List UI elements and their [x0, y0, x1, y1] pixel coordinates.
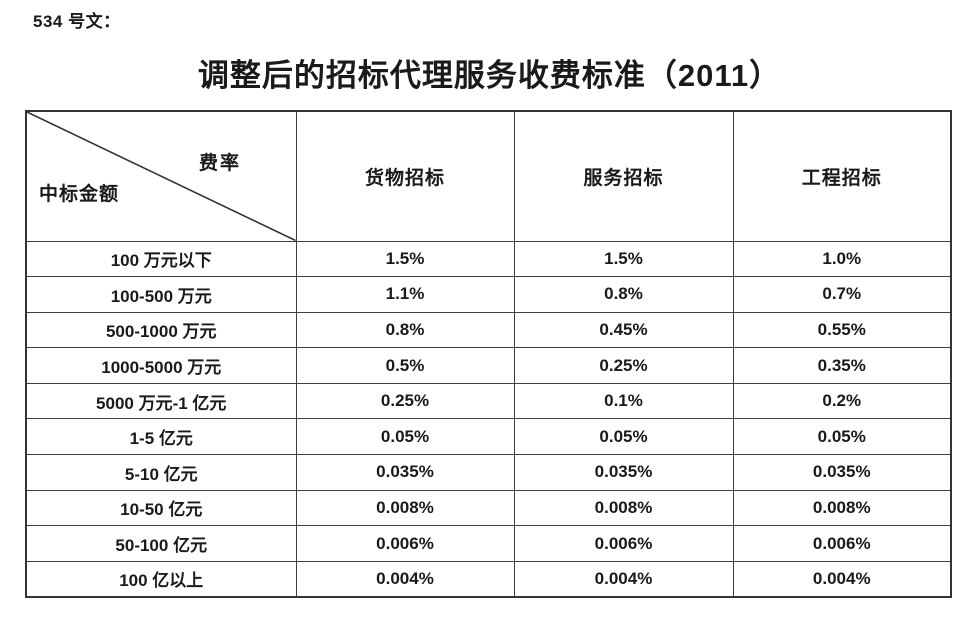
amount-cell: 10-50 亿元	[25, 489, 297, 527]
rate-cell-goods: 0.25%	[295, 382, 515, 420]
table-row: 5000 万元-1 亿元 0.25% 0.1% 0.2%	[25, 382, 952, 420]
rate-cell-engineering: 0.55%	[732, 311, 952, 349]
column-header-goods-bidding: 货物招标	[295, 110, 515, 242]
rate-cell-goods: 0.006%	[295, 525, 515, 562]
rate-cell-service: 0.1%	[513, 382, 734, 420]
rate-cell-service: 0.004%	[513, 560, 734, 598]
rate-cell-engineering: 0.006%	[732, 525, 952, 562]
rate-cell-engineering: 0.35%	[732, 347, 952, 384]
rate-cell-goods: 1.1%	[295, 276, 515, 313]
table-row: 1000-5000 万元 0.5% 0.25% 0.35%	[25, 347, 952, 384]
rate-cell-goods: 0.035%	[295, 454, 515, 491]
rate-cell-engineering: 1.0%	[732, 240, 952, 278]
rate-cell-service: 0.035%	[513, 454, 734, 491]
corner-header-cell: 费率 中标金额	[25, 110, 297, 242]
column-header-engineering-bidding: 工程招标	[732, 110, 952, 242]
rate-cell-engineering: 0.2%	[732, 382, 952, 420]
rate-cell-engineering: 0.004%	[732, 560, 952, 598]
rate-cell-service: 0.8%	[513, 276, 734, 313]
table-header-row: 费率 中标金额 货物招标 服务招标 工程招标	[25, 110, 952, 242]
rate-cell-service: 0.25%	[513, 347, 734, 384]
rate-cell-goods: 0.008%	[295, 489, 515, 527]
amount-cell: 5000 万元-1 亿元	[25, 382, 297, 420]
column-header-service-bidding: 服务招标	[513, 110, 734, 242]
amount-cell: 5-10 亿元	[25, 454, 297, 491]
rate-cell-goods: 0.5%	[295, 347, 515, 384]
doc-number-label: 534 号文：	[33, 12, 121, 31]
rate-cell-engineering: 0.05%	[732, 418, 952, 456]
rate-cell-service: 0.45%	[513, 311, 734, 349]
rate-cell-goods: 0.8%	[295, 311, 515, 349]
table-row: 100 万元以下 1.5% 1.5% 1.0%	[25, 240, 952, 278]
rate-cell-engineering: 0.7%	[732, 276, 952, 313]
amount-cell: 1000-5000 万元	[25, 347, 297, 384]
amount-cell: 1-5 亿元	[25, 418, 297, 456]
rate-cell-goods: 1.5%	[295, 240, 515, 278]
rate-cell-engineering: 0.008%	[732, 489, 952, 527]
table-row: 500-1000 万元 0.8% 0.45% 0.55%	[25, 311, 952, 349]
fee-table: 费率 中标金额 货物招标 服务招标 工程招标 100 万元以下 1.5% 1.5…	[25, 110, 952, 598]
rate-cell-service: 0.008%	[513, 489, 734, 527]
table-row: 100-500 万元 1.1% 0.8% 0.7%	[25, 276, 952, 313]
diagonal-divider-line	[27, 112, 295, 240]
table-row: 100 亿以上 0.004% 0.004% 0.004%	[25, 560, 952, 598]
amount-cell: 500-1000 万元	[25, 311, 297, 349]
table-row: 1-5 亿元 0.05% 0.05% 0.05%	[25, 418, 952, 456]
table-row: 10-50 亿元 0.008% 0.008% 0.008%	[25, 489, 952, 527]
rate-cell-service: 0.006%	[513, 525, 734, 562]
amount-cell: 50-100 亿元	[25, 525, 297, 562]
corner-label-rate: 费率	[199, 153, 242, 174]
rate-cell-service: 1.5%	[513, 240, 734, 278]
rate-cell-goods: 0.05%	[295, 418, 515, 456]
page-title: 调整后的招标代理服务收费标准（2011）	[197, 58, 782, 93]
table-row: 50-100 亿元 0.006% 0.006% 0.006%	[25, 525, 952, 562]
amount-cell: 100-500 万元	[25, 276, 297, 313]
amount-cell: 100 亿以上	[25, 560, 297, 598]
amount-cell: 100 万元以下	[25, 240, 297, 278]
rate-cell-service: 0.05%	[513, 418, 734, 456]
rate-cell-goods: 0.004%	[295, 560, 515, 598]
rate-cell-engineering: 0.035%	[732, 454, 952, 491]
table-row: 5-10 亿元 0.035% 0.035% 0.035%	[25, 454, 952, 491]
corner-label-amount: 中标金额	[39, 184, 120, 205]
